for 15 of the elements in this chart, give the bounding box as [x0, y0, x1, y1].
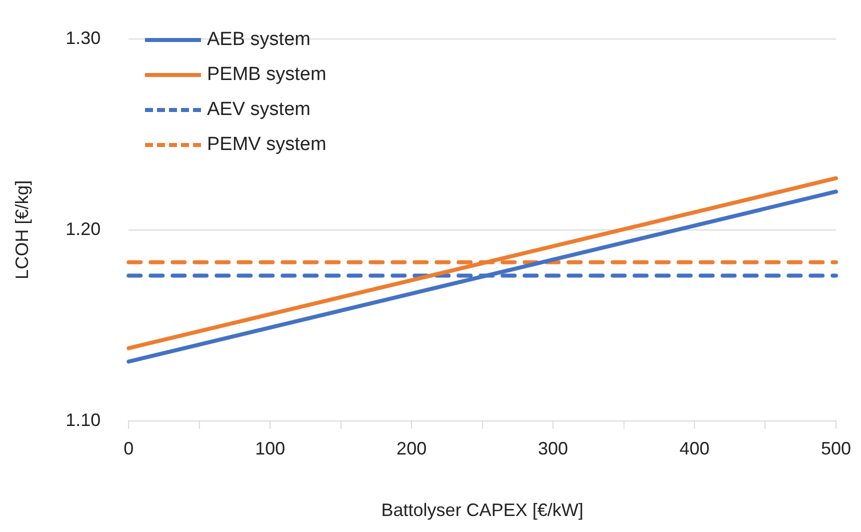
y-tick-label: 1.10 — [66, 410, 101, 430]
legend-label: PEMB system — [207, 63, 326, 87]
y-tick-label: 1.20 — [66, 218, 101, 239]
y-tick-label: 1.30 — [66, 28, 101, 48]
legend-label: AEV system — [207, 98, 310, 122]
x-tick-label: 400 — [679, 438, 710, 459]
x-tick-label: 300 — [538, 438, 568, 459]
x-tick-label: 200 — [396, 438, 427, 459]
x-axis-title: Battolyser CAPEX [€/kW] — [381, 500, 584, 520]
x-tick-label: 500 — [820, 438, 852, 459]
x-tick-label: 0 — [124, 438, 134, 459]
legend-label: PEMV system — [207, 133, 326, 157]
legend-label: AEB system — [207, 28, 310, 52]
y-axis-title: LCOH [€/kg] — [12, 180, 32, 280]
x-tick-label: 100 — [255, 438, 286, 459]
